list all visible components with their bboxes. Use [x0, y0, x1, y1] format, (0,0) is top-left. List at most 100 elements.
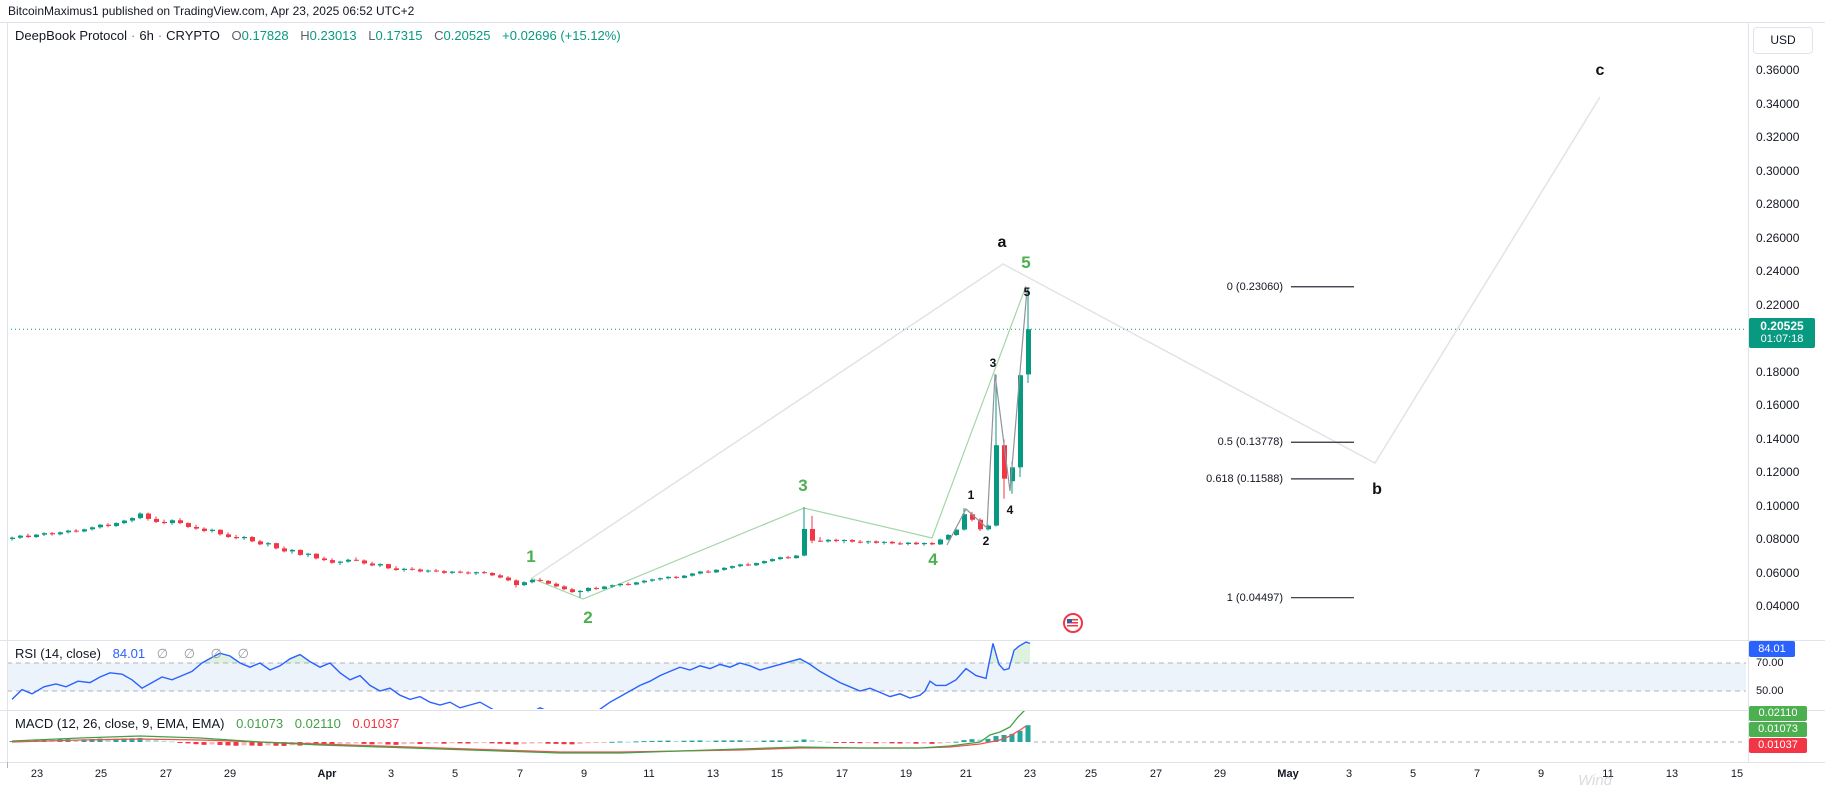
- time-tick-label: 9: [580, 768, 588, 780]
- macd-signal-value: 0.01037: [352, 716, 400, 731]
- time-tick-label: 7: [516, 768, 524, 780]
- time-tick-label: 11: [1602, 768, 1614, 780]
- us-economic-event-icon[interactable]: [1063, 613, 1083, 633]
- time-tick-label: 13: [1665, 768, 1679, 780]
- high-prefix: H: [300, 28, 310, 43]
- time-tick-label: 25: [1084, 768, 1098, 780]
- separator-dot: ·: [157, 28, 163, 43]
- time-tick-label: 25: [94, 768, 108, 780]
- market-label: CRYPTO: [166, 28, 220, 43]
- time-tick-label: 3: [1345, 768, 1353, 780]
- symbol-legend-row[interactable]: DeepBook Protocol · 6h · CRYPTO O0.17828 H0.…: [15, 28, 621, 43]
- price-tick-label: 0.08000: [1756, 532, 1800, 546]
- elliott-wave-label-1: 1: [526, 547, 536, 566]
- price-tick-label: 0.30000: [1756, 163, 1800, 178]
- price-tick-label: 0.28000: [1756, 197, 1800, 211]
- rsi-value: 84.01: [112, 646, 146, 661]
- macd-value-badge: 0.01073: [1749, 722, 1807, 737]
- bar-countdown: 01:07:18: [1760, 333, 1804, 345]
- change-value: +0.02696 (+15.12%): [502, 28, 621, 43]
- macd-title: MACD (12, 26, close, 9, EMA, EMA): [15, 716, 225, 731]
- time-tick-label: 29: [1213, 768, 1227, 780]
- time-tick-label: 15: [770, 768, 784, 780]
- time-tick-label: 27: [159, 768, 173, 780]
- price-tick-label: 0.12000: [1756, 465, 1800, 479]
- subwave-label-3: 3: [989, 356, 997, 370]
- time-tick-label: 23: [30, 768, 44, 780]
- interval-label: 6h: [139, 28, 154, 43]
- elliott-wave-label-2: 2: [583, 608, 593, 627]
- time-tick-label: 11: [643, 768, 655, 780]
- price-tick-label: 0.10000: [1756, 498, 1800, 513]
- rsi-pane: [11, 641, 1031, 709]
- frame-top-border: [0, 22, 1825, 23]
- macd-pane: [9, 711, 1746, 754]
- price-tick-label: 0.34000: [1756, 96, 1800, 111]
- rsi-title: RSI (14, close): [15, 646, 101, 661]
- time-tick-label: Apr: [317, 768, 337, 780]
- flag-canton: [1067, 619, 1072, 623]
- subwave-label-2: 2: [982, 534, 990, 548]
- low-prefix: L: [368, 28, 376, 43]
- current-price-badge: 0.20525 01:07:18: [1749, 318, 1815, 348]
- rsi-band-fill: [7, 663, 1746, 691]
- close-prefix: C: [434, 28, 444, 43]
- frame-left-border: [7, 23, 8, 762]
- price-tick-label: 0.36000: [1756, 63, 1800, 77]
- subwave-label-1: 1: [967, 488, 975, 502]
- price-tick-label: 0.22000: [1756, 297, 1800, 312]
- close-value: 0.20525: [443, 28, 491, 43]
- elliott-wave-label-4: 4: [928, 550, 938, 569]
- price-tick-label: 0.26000: [1756, 230, 1800, 245]
- high-value: 0.23013: [309, 28, 357, 43]
- published-header: BitcoinMaximus1 published on TradingView…: [8, 4, 415, 18]
- open-value: 0.17828: [241, 28, 289, 43]
- time-tick-label: 15: [1730, 768, 1744, 780]
- macd-value-badge: 0.02110: [1749, 706, 1807, 721]
- watermark: Wind: [1578, 772, 1613, 789]
- price-tick-label: 0.14000: [1756, 431, 1800, 446]
- price-tick-label: 0.32000: [1756, 130, 1800, 144]
- elliott-wave-label-5: 5: [1021, 253, 1031, 272]
- price-tick-label: 0.06000: [1756, 565, 1800, 580]
- rsi-hidden-values: ∅ ∅ ∅ ∅: [156, 646, 255, 661]
- time-tick-label: 13: [706, 768, 720, 780]
- subwave-label-5: 5: [1023, 285, 1031, 299]
- time-axis-origin-tick: [7, 762, 8, 768]
- rsi-level-label: 70.00: [1756, 657, 1784, 669]
- currency-toggle-button[interactable]: USD: [1753, 27, 1813, 54]
- time-tick-label: 17: [835, 768, 849, 780]
- macd-line-value: 0.02110: [294, 716, 341, 731]
- macd-value-badge: 0.01037: [1749, 738, 1807, 753]
- rsi-macd-separator: [0, 710, 1825, 711]
- time-tick-label: 7: [1473, 768, 1481, 780]
- candlestick-series: [10, 287, 1031, 598]
- time-axis-separator: [0, 762, 1825, 763]
- time-tick-label: 23: [1023, 768, 1037, 780]
- wave-letter-label-c: c: [1595, 62, 1605, 79]
- rsi-legend-row[interactable]: RSI (14, close) 84.01 ∅ ∅ ∅ ∅: [15, 646, 255, 662]
- time-tick-label: 5: [1409, 768, 1417, 780]
- price-tick-label: 0.16000: [1756, 398, 1800, 412]
- time-tick-label: 3: [387, 768, 395, 780]
- flag-stripes: [1067, 619, 1078, 627]
- main-pane: [7, 96, 1746, 600]
- time-tick-label: May: [1277, 768, 1299, 780]
- subwave-label-4: 4: [1006, 503, 1014, 517]
- main-rsi-separator: [0, 640, 1825, 641]
- wave-letter-label-a: a: [997, 234, 1007, 251]
- low-value: 0.17315: [375, 28, 423, 43]
- macd-hist-value: 0.01073: [236, 716, 284, 731]
- rsi-value-badge: 84.01: [1749, 641, 1795, 657]
- price-tick-label: 0.18000: [1756, 364, 1800, 379]
- price-tick-label: 0.24000: [1756, 264, 1800, 278]
- time-tick-label: 5: [451, 768, 459, 780]
- macd-legend-row[interactable]: MACD (12, 26, close, 9, EMA, EMA) 0.0107…: [15, 716, 399, 731]
- wave-letter-label-b: b: [1372, 481, 1382, 498]
- elliott-wave-label-3: 3: [798, 476, 808, 495]
- separator-dot: ·: [131, 28, 136, 43]
- current-price-value: 0.20525: [1760, 319, 1804, 333]
- time-tick-label: 9: [1537, 768, 1545, 780]
- rsi-level-label: 50.00: [1756, 685, 1784, 697]
